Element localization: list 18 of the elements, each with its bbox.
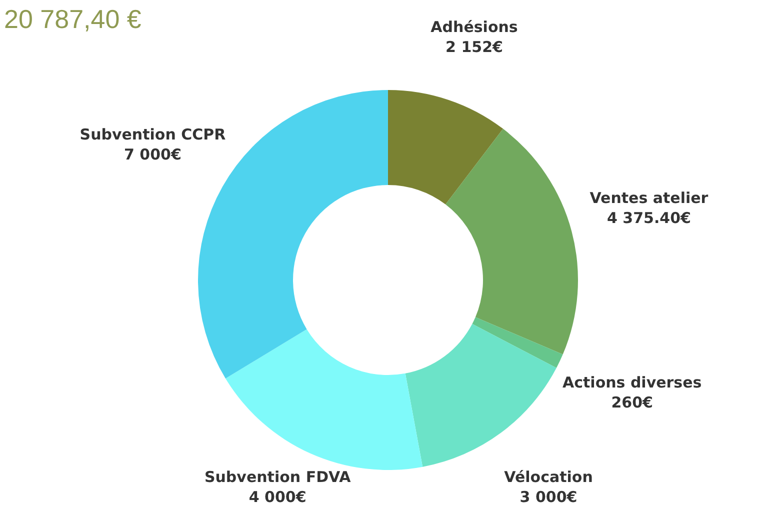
slice-label: Subvention FDVA: [204, 468, 352, 486]
data-label: 4 000€: [248, 488, 306, 506]
donut-slice: [446, 128, 578, 354]
data-label: 7 000€: [124, 146, 182, 164]
data-label: 3 000€: [520, 488, 578, 506]
slice-label: Vélocation: [504, 468, 593, 486]
data-label: 260€: [611, 393, 653, 412]
slice-label: Subvention CCPR: [80, 126, 226, 144]
donut-slice: [388, 90, 504, 204]
donut-slice: [226, 329, 423, 470]
slice-label: Ventes atelier: [590, 188, 709, 207]
data-label: 4 375.40€: [606, 208, 691, 227]
donut-slice: [472, 317, 563, 368]
chart-title: 20 787,40 €: [4, 4, 142, 34]
slice-label: Adhésions: [430, 18, 518, 36]
data-label: 2 152€: [446, 38, 503, 56]
donut-slice: [405, 324, 556, 467]
slice-label: Actions diverses: [562, 373, 702, 392]
